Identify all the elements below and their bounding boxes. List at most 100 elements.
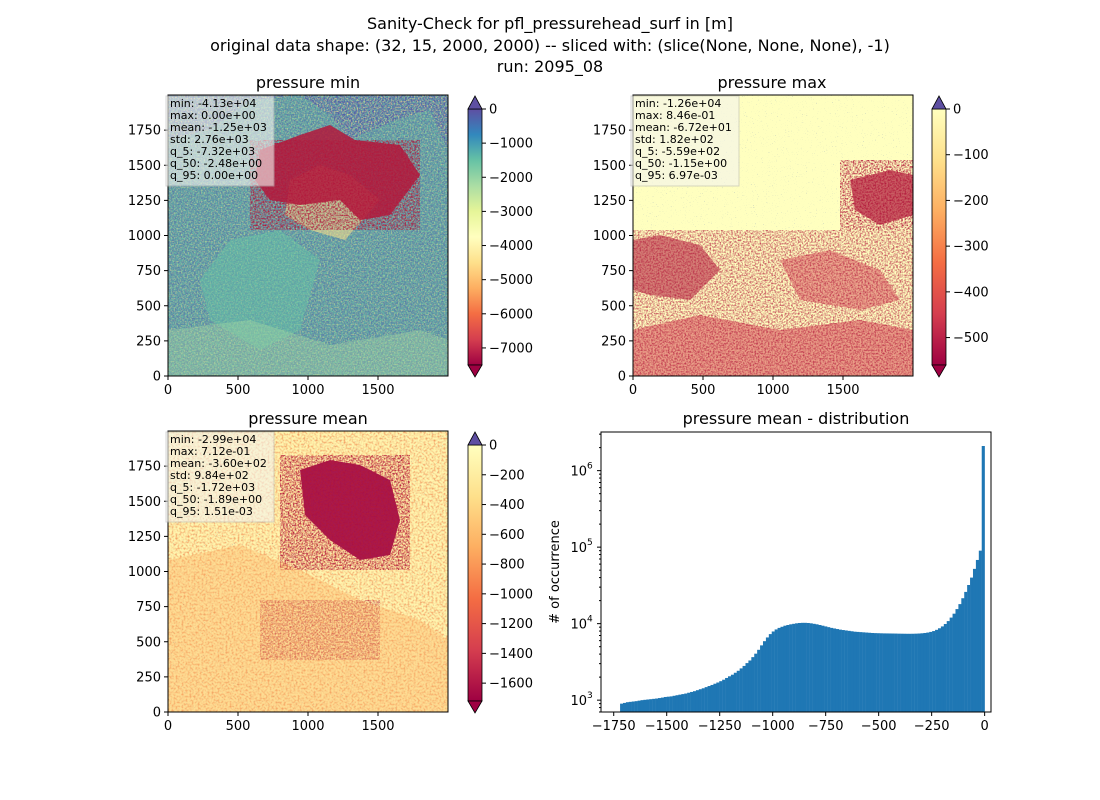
colorbar: 0 −1000 −2000 −3000 −4000 −5000 −6000 −7000 [467, 95, 533, 378]
colorbar-tick-label: −2000 [489, 171, 533, 186]
histogram-bar [631, 701, 635, 712]
histogram-bar [736, 670, 740, 712]
histogram-bar [972, 568, 977, 712]
y-tick-label: 10 [570, 541, 587, 556]
stat-line: q_50: -1.89e+00 [170, 493, 262, 506]
histogram-bar [637, 700, 641, 712]
colorbar-tick-label: −500 [953, 331, 989, 346]
histogram-bar [730, 674, 735, 712]
histogram-bar [862, 632, 866, 712]
histogram-bar [812, 623, 816, 712]
histogram-bar [751, 657, 755, 712]
x-tick-label: 0 [164, 383, 172, 398]
histogram-bar [841, 630, 845, 712]
histogram-bar [687, 692, 691, 712]
x-tick-label: 0 [629, 383, 637, 398]
histogram-bar [698, 689, 702, 712]
histogram-bar [870, 632, 875, 712]
histogram-bar [675, 695, 679, 712]
figure-title-line-2: original data shape: (32, 15, 2000, 2000… [210, 36, 890, 55]
stat-line: q_5: -7.32e+03 [170, 145, 255, 158]
histogram-bar [765, 637, 770, 712]
y-tick-label: 1250 [593, 194, 626, 209]
colorbar-tick-label: −6000 [489, 307, 533, 322]
y-tick-label: 1000 [593, 229, 626, 244]
histogram-bar [713, 683, 717, 712]
colorbar-tick-label: −800 [489, 558, 525, 573]
histogram-bar [935, 629, 939, 712]
histogram-bar [620, 703, 624, 712]
colorbar-extend-max [467, 431, 483, 446]
stat-line: std: 2.76e+03 [170, 133, 249, 146]
histogram-bar [669, 696, 673, 712]
y-tick-label: 1500 [128, 495, 161, 510]
colorbar-tick-label: 0 [953, 103, 961, 118]
colorbar-tick-label: −400 [489, 498, 525, 513]
histogram-bar [932, 631, 936, 712]
histogram-bar [774, 629, 778, 712]
stat-line: q_5: -5.59e+02 [635, 145, 720, 158]
histogram-bar [888, 633, 892, 712]
y-tick-exponent: 3 [587, 691, 593, 701]
histogram-bar [975, 559, 980, 712]
histogram-bar [955, 609, 959, 712]
stat-line: q_95: 1.51e-03 [170, 505, 253, 518]
colorbar-tick-label: −5000 [489, 273, 533, 288]
histogram-bar [911, 633, 915, 712]
histogram-bar [681, 694, 685, 712]
x-tick-label: −250 [914, 719, 950, 734]
colorbar-tick-label: −200 [953, 194, 989, 209]
histogram-bar [815, 624, 819, 712]
histogram-bar [701, 688, 705, 712]
x-tick-label: 500 [226, 719, 251, 734]
histogram-bar [768, 634, 772, 712]
panel-pressure-min: pressure min 0 500 1000 1500 0 250 500 750 1000 1… [128, 73, 533, 398]
histogram-bar [902, 633, 907, 712]
stat-line: q_5: -1.72e+03 [170, 481, 255, 494]
histogram-bar [684, 693, 688, 712]
histogram-bar [655, 698, 659, 712]
histogram-bar [649, 699, 653, 712]
histogram-bar [695, 690, 700, 712]
histogram-bar [923, 632, 927, 712]
histogram-bar [838, 629, 842, 712]
stats-box: min: -1.26e+04 max: 8.46e-01 mean: -6.72… [630, 95, 740, 187]
histogram-bar [914, 633, 918, 712]
stat-line: min: -4.13e+04 [170, 97, 256, 110]
x-tick-label: 500 [226, 383, 251, 398]
histogram-bar [783, 625, 787, 712]
y-tick-exponent: 5 [587, 538, 593, 548]
histogram-bar [981, 445, 985, 712]
histogram-bar [879, 633, 883, 712]
histogram-bar [710, 684, 714, 712]
colorbar-tick-label: 0 [489, 439, 497, 454]
colorbar-ticks: 0 −100 −200 −300 −400 −500 [946, 103, 989, 346]
x-tick-label: −1500 [645, 719, 689, 734]
histogram-bar [882, 633, 886, 712]
panel-title: pressure mean [248, 409, 368, 428]
y-tick-label: 1500 [593, 159, 626, 174]
panel-title: pressure max [717, 73, 826, 92]
colorbar-tick-label: −400 [953, 285, 989, 300]
histogram-bar [952, 613, 956, 712]
x-tick-label: 1500 [826, 383, 859, 398]
x-tick-label: −1250 [698, 719, 742, 734]
histogram-bar [800, 622, 805, 712]
histogram-bar [827, 627, 831, 712]
histogram-bar [900, 633, 904, 712]
histogram-bar [666, 696, 670, 712]
axis-ticks: 0 500 1000 1500 0 250 500 750 1000 1250 1500 1750 [128, 460, 395, 734]
y-tick-exponent: 6 [587, 462, 593, 472]
colorbar: 0 −100 −200 −300 −400 −500 [931, 95, 989, 378]
colorbar-tick-label: −3000 [489, 205, 533, 220]
stats-box: min: -2.99e+04 max: 7.12e-01 mean: -3.60… [165, 431, 275, 523]
y-tick-label: 1750 [128, 124, 161, 139]
histogram-bar [894, 633, 898, 712]
histogram-bar [844, 630, 848, 712]
histogram-bar [850, 631, 854, 712]
histogram-bar [745, 663, 749, 712]
axis-ticks: −1750 −1500 −1250 −1000 −750 −500 −250 010 310 41… [570, 433, 989, 734]
colorbar-tick-label: −1000 [489, 587, 533, 602]
figure-title-line-1: Sanity-Check for pfl_pressurehead_surf i… [367, 14, 733, 34]
histogram-bar [634, 701, 638, 712]
